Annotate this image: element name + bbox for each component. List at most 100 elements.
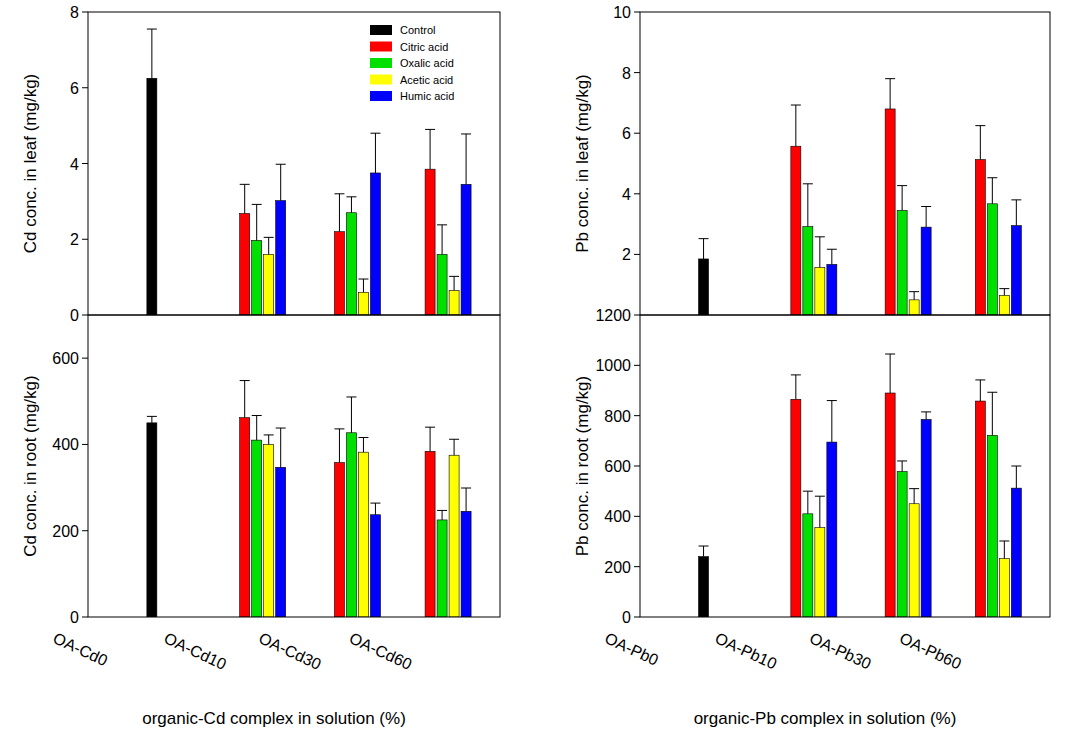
x-tick-label: OA-Cd60 xyxy=(347,629,415,673)
y-tick xyxy=(634,315,640,316)
bar xyxy=(999,559,1009,617)
error-bar xyxy=(346,397,356,433)
bar xyxy=(921,227,931,315)
error-bar xyxy=(358,279,368,292)
error-bar xyxy=(699,546,709,557)
bar xyxy=(897,472,907,617)
legend-label: Humic acid xyxy=(400,90,454,102)
y-tick-label: 200 xyxy=(52,523,79,540)
bar xyxy=(827,442,837,617)
error-bar xyxy=(425,129,435,169)
bar xyxy=(334,463,344,617)
error-bar xyxy=(334,429,344,463)
error-bar xyxy=(791,375,801,399)
frame xyxy=(640,315,1050,617)
y-tick-label: 800 xyxy=(604,408,631,425)
error-bar xyxy=(437,225,447,255)
error-bar xyxy=(461,488,471,511)
bar xyxy=(425,169,435,315)
x-tick-label: OA-Cd0 xyxy=(51,629,111,669)
error-bar xyxy=(827,249,837,264)
legend-label: Oxalic acid xyxy=(400,57,454,69)
y-tick xyxy=(634,516,640,517)
bar xyxy=(240,418,250,617)
error-bar xyxy=(987,392,997,435)
y-tick xyxy=(634,133,640,134)
x-tick-label: OA-Cd30 xyxy=(256,629,324,673)
bars xyxy=(699,79,1022,315)
bar xyxy=(815,267,825,315)
error-bar xyxy=(264,237,274,254)
bar xyxy=(461,511,471,617)
error-bar xyxy=(885,354,895,393)
error-bar xyxy=(264,435,274,444)
error-bar xyxy=(449,276,459,290)
y-tick-label: 6 xyxy=(622,125,631,142)
y-tick xyxy=(634,72,640,73)
bar xyxy=(461,184,471,315)
y-tick xyxy=(634,566,640,567)
x-axis-label: organic-Cd complex in solution (%) xyxy=(142,709,406,728)
y-axis-label: Pb conc. in root (mg/kg) xyxy=(573,376,592,556)
error-bar xyxy=(897,186,907,211)
bar xyxy=(358,292,368,315)
frame xyxy=(88,315,500,617)
bar xyxy=(276,201,286,315)
y-tick xyxy=(634,617,640,618)
y-tick xyxy=(634,365,640,366)
y-tick xyxy=(82,87,88,88)
bar xyxy=(987,204,997,315)
error-bar xyxy=(1011,200,1021,226)
bar xyxy=(358,452,368,617)
y-tick-label: 8 xyxy=(70,4,79,21)
error-bar xyxy=(987,178,997,204)
legend-swatch xyxy=(370,42,392,52)
y-tick-label: 200 xyxy=(604,559,631,576)
bar xyxy=(885,109,895,315)
legend-label: Control xyxy=(400,24,435,36)
error-bar xyxy=(827,401,837,443)
y-tick-label: 4 xyxy=(622,186,631,203)
error-bar xyxy=(815,496,825,527)
y-tick xyxy=(82,239,88,240)
bar xyxy=(334,232,344,315)
error-bar xyxy=(346,197,356,213)
bar xyxy=(975,401,985,617)
error-bar xyxy=(461,134,471,184)
bar xyxy=(791,399,801,617)
error-bar xyxy=(147,416,157,422)
bar xyxy=(252,240,262,315)
bar xyxy=(370,515,380,617)
legend-swatch xyxy=(370,75,392,85)
error-bar xyxy=(334,194,344,232)
bars xyxy=(699,354,1022,617)
bar xyxy=(909,504,919,617)
y-axis-label: Pb conc. in leaf (mg/kg) xyxy=(573,74,592,253)
y-tick-label: 400 xyxy=(52,436,79,453)
legend: ControlCitric acidOxalic acidAcetic acid… xyxy=(370,24,454,102)
bars xyxy=(147,381,471,617)
error-bar xyxy=(909,292,919,300)
bar xyxy=(264,254,274,315)
bar xyxy=(699,259,709,315)
error-bar xyxy=(921,412,931,420)
bar xyxy=(921,419,931,617)
x-tick-label: OA-Pb10 xyxy=(713,629,780,672)
y-tick xyxy=(82,617,88,618)
y-axis-label: Cd conc. in leaf (mg/kg) xyxy=(21,74,40,254)
error-bar xyxy=(276,428,286,467)
error-bar xyxy=(425,427,435,451)
y-tick-label: 6 xyxy=(70,80,79,97)
bar xyxy=(885,393,895,617)
error-bar xyxy=(358,438,368,453)
error-bar xyxy=(276,164,286,200)
bar xyxy=(346,433,356,617)
error-bar xyxy=(921,207,931,228)
legend-swatch xyxy=(370,91,392,101)
bar xyxy=(240,213,250,315)
y-tick xyxy=(82,163,88,164)
error-bar xyxy=(975,126,985,160)
error-bar xyxy=(999,289,1009,296)
bar xyxy=(975,160,985,315)
y-tick-label: 4 xyxy=(70,156,79,173)
